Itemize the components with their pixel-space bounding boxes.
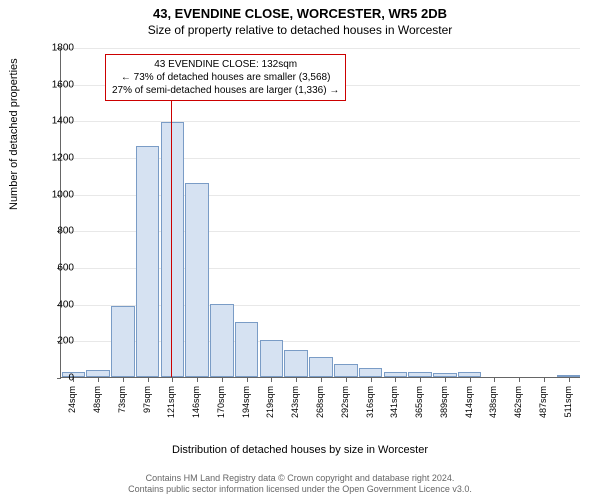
title-sub: Size of property relative to detached ho…: [0, 23, 600, 37]
xtick-label: 341sqm: [389, 386, 399, 418]
xtick-label: 438sqm: [488, 386, 498, 418]
xtick-mark: [197, 378, 198, 382]
histogram-bar: [309, 357, 333, 377]
xtick-mark: [470, 378, 471, 382]
reference-line: [171, 87, 172, 377]
ytick-label: 1000: [40, 189, 74, 200]
histogram-bar: [185, 183, 209, 377]
ytick-label: 600: [40, 263, 74, 274]
xtick-label: 389sqm: [439, 386, 449, 418]
xtick-label: 243sqm: [290, 386, 300, 418]
chart-area: [60, 48, 580, 408]
xtick-mark: [172, 378, 173, 382]
xtick-label: 146sqm: [191, 386, 201, 418]
ytick-label: 0: [40, 373, 74, 384]
footer-line2: Contains public sector information licen…: [0, 484, 600, 496]
xtick-mark: [247, 378, 248, 382]
xtick-label: 219sqm: [265, 386, 275, 418]
ytick-label: 1400: [40, 116, 74, 127]
histogram-bar: [359, 368, 383, 377]
xtick-label: 170sqm: [216, 386, 226, 418]
y-axis-label: Number of detached properties: [8, 58, 20, 210]
ytick-label: 1800: [40, 43, 74, 54]
xtick-label: 268sqm: [315, 386, 325, 418]
histogram-bar: [136, 146, 160, 377]
histogram-bar: [260, 340, 284, 377]
histogram-bar: [210, 304, 234, 377]
xtick-label: 316sqm: [365, 386, 375, 418]
gridline: [61, 48, 580, 49]
xtick-mark: [445, 378, 446, 382]
histogram-bar: [161, 122, 185, 377]
xtick-mark: [544, 378, 545, 382]
histogram-bar: [433, 373, 457, 377]
xtick-label: 48sqm: [92, 386, 102, 413]
xtick-mark: [494, 378, 495, 382]
xtick-label: 73sqm: [117, 386, 127, 413]
xtick-label: 414sqm: [464, 386, 474, 418]
xtick-mark: [569, 378, 570, 382]
xtick-mark: [321, 378, 322, 382]
xtick-mark: [395, 378, 396, 382]
histogram-bar: [111, 306, 135, 378]
xtick-mark: [420, 378, 421, 382]
xtick-label: 487sqm: [538, 386, 548, 418]
annot-line3: 27% of semi-detached houses are larger (…: [112, 84, 339, 97]
histogram-bar: [384, 372, 408, 378]
histogram-bar: [408, 372, 432, 378]
footer-attribution: Contains HM Land Registry data © Crown c…: [0, 473, 600, 496]
reference-annotation: 43 EVENDINE CLOSE: 132sqm ← 73% of detac…: [105, 54, 346, 101]
xtick-mark: [271, 378, 272, 382]
chart-titles: 43, EVENDINE CLOSE, WORCESTER, WR5 2DB S…: [0, 0, 600, 37]
xtick-label: 121sqm: [166, 386, 176, 418]
xtick-label: 97sqm: [142, 386, 152, 413]
xtick-mark: [123, 378, 124, 382]
histogram-bar: [334, 364, 358, 377]
xtick-mark: [148, 378, 149, 382]
xtick-mark: [98, 378, 99, 382]
xtick-label: 292sqm: [340, 386, 350, 418]
xtick-label: 194sqm: [241, 386, 251, 418]
xtick-label: 365sqm: [414, 386, 424, 418]
title-main: 43, EVENDINE CLOSE, WORCESTER, WR5 2DB: [0, 6, 600, 21]
ytick-label: 1600: [40, 79, 74, 90]
xtick-mark: [296, 378, 297, 382]
footer-line1: Contains HM Land Registry data © Crown c…: [0, 473, 600, 485]
gridline: [61, 121, 580, 122]
xtick-label: 511sqm: [563, 386, 573, 417]
histogram-bar: [235, 322, 259, 377]
annot-line1: 43 EVENDINE CLOSE: 132sqm: [112, 58, 339, 71]
histogram-bar: [458, 372, 482, 378]
xtick-mark: [222, 378, 223, 382]
ytick-label: 800: [40, 226, 74, 237]
histogram-bar: [86, 370, 110, 377]
ytick-label: 1200: [40, 153, 74, 164]
ytick-label: 200: [40, 336, 74, 347]
xtick-mark: [346, 378, 347, 382]
xtick-label: 462sqm: [513, 386, 523, 418]
xtick-label: 24sqm: [67, 386, 77, 413]
x-axis-label: Distribution of detached houses by size …: [0, 444, 600, 456]
histogram-bar: [284, 350, 308, 378]
ytick-label: 400: [40, 299, 74, 310]
xtick-mark: [371, 378, 372, 382]
histogram-bar: [557, 375, 581, 377]
xtick-mark: [519, 378, 520, 382]
annot-line2: ← 73% of detached houses are smaller (3,…: [112, 71, 339, 84]
